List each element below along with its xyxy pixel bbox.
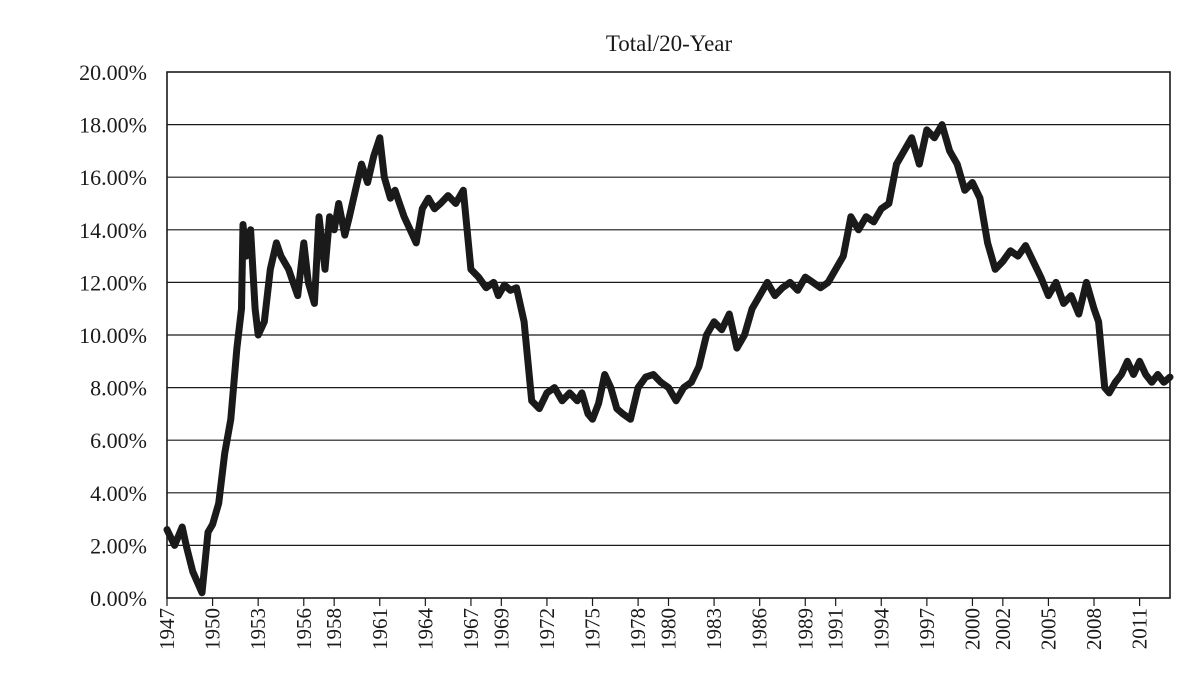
x-axis: 1947 1950 1953 1956 1958 1961 1964 1967 1969 1972…: [155, 598, 1152, 650]
x-tick-label: 1972: [535, 608, 559, 650]
x-tick-label: 1986: [748, 608, 772, 650]
y-tick-label: 2.00%: [90, 533, 147, 558]
x-tick-label: 1969: [489, 608, 513, 650]
x-tick-label: 1953: [246, 608, 270, 650]
x-tick-label: 2008: [1082, 608, 1106, 650]
y-tick-label: 14.00%: [79, 218, 147, 243]
gridlines: [167, 123, 1170, 547]
y-axis: 0.00% 2.00% 4.00% 6.00% 8.00% 10.00% 12.00% 14.…: [79, 60, 147, 611]
x-tick-label: 2005: [1036, 608, 1060, 650]
x-tick-label: 1975: [581, 608, 605, 650]
x-tick-label: 1958: [322, 608, 346, 650]
series-line-total-20-year: [163, 121, 1174, 597]
y-tick-label: 8.00%: [90, 376, 147, 401]
x-tick-label: 1994: [869, 608, 893, 651]
y-tick-label: 0.00%: [90, 586, 147, 611]
x-tick-label: 1978: [626, 608, 650, 650]
y-tick-label: 12.00%: [79, 270, 147, 295]
x-tick-label: 2002: [991, 608, 1015, 650]
x-tick-label: 1956: [292, 608, 316, 650]
x-tick-label: 2011: [1128, 608, 1152, 649]
y-tick-label: 4.00%: [90, 481, 147, 506]
x-tick-label: 1967: [459, 608, 483, 650]
x-tick-label: 1980: [657, 608, 681, 650]
x-tick-label: 2000: [960, 608, 984, 650]
x-tick-label: 1997: [915, 608, 939, 650]
y-tick-label: 20.00%: [79, 60, 147, 85]
chart-title: Total/20-Year: [606, 31, 733, 56]
y-tick-label: 16.00%: [79, 165, 147, 190]
x-tick-label: 1964: [413, 608, 437, 651]
x-tick-label: 1961: [368, 608, 392, 650]
y-tick-label: 10.00%: [79, 323, 147, 348]
x-tick-label: 1983: [702, 608, 726, 650]
x-tick-label: 1989: [793, 608, 817, 650]
x-tick-label: 1991: [824, 608, 848, 650]
x-tick-label: 1947: [155, 608, 179, 650]
y-tick-label: 18.00%: [79, 113, 147, 138]
x-tick-label: 1950: [201, 608, 225, 650]
y-tick-label: 6.00%: [90, 428, 147, 453]
plot-frame: [166, 71, 1171, 599]
